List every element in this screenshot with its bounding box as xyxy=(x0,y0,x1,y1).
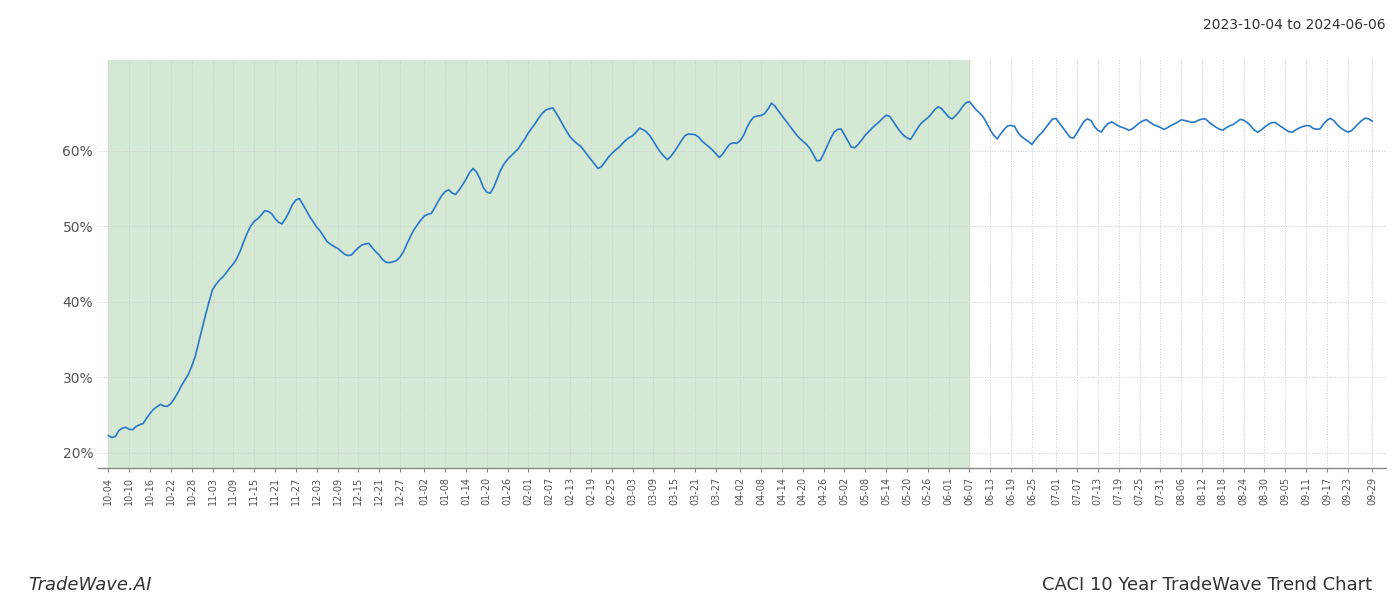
Text: TradeWave.AI: TradeWave.AI xyxy=(28,576,151,594)
Bar xyxy=(108,60,969,468)
Text: CACI 10 Year TradeWave Trend Chart: CACI 10 Year TradeWave Trend Chart xyxy=(1042,576,1372,594)
Text: 2023-10-04 to 2024-06-06: 2023-10-04 to 2024-06-06 xyxy=(1204,18,1386,32)
